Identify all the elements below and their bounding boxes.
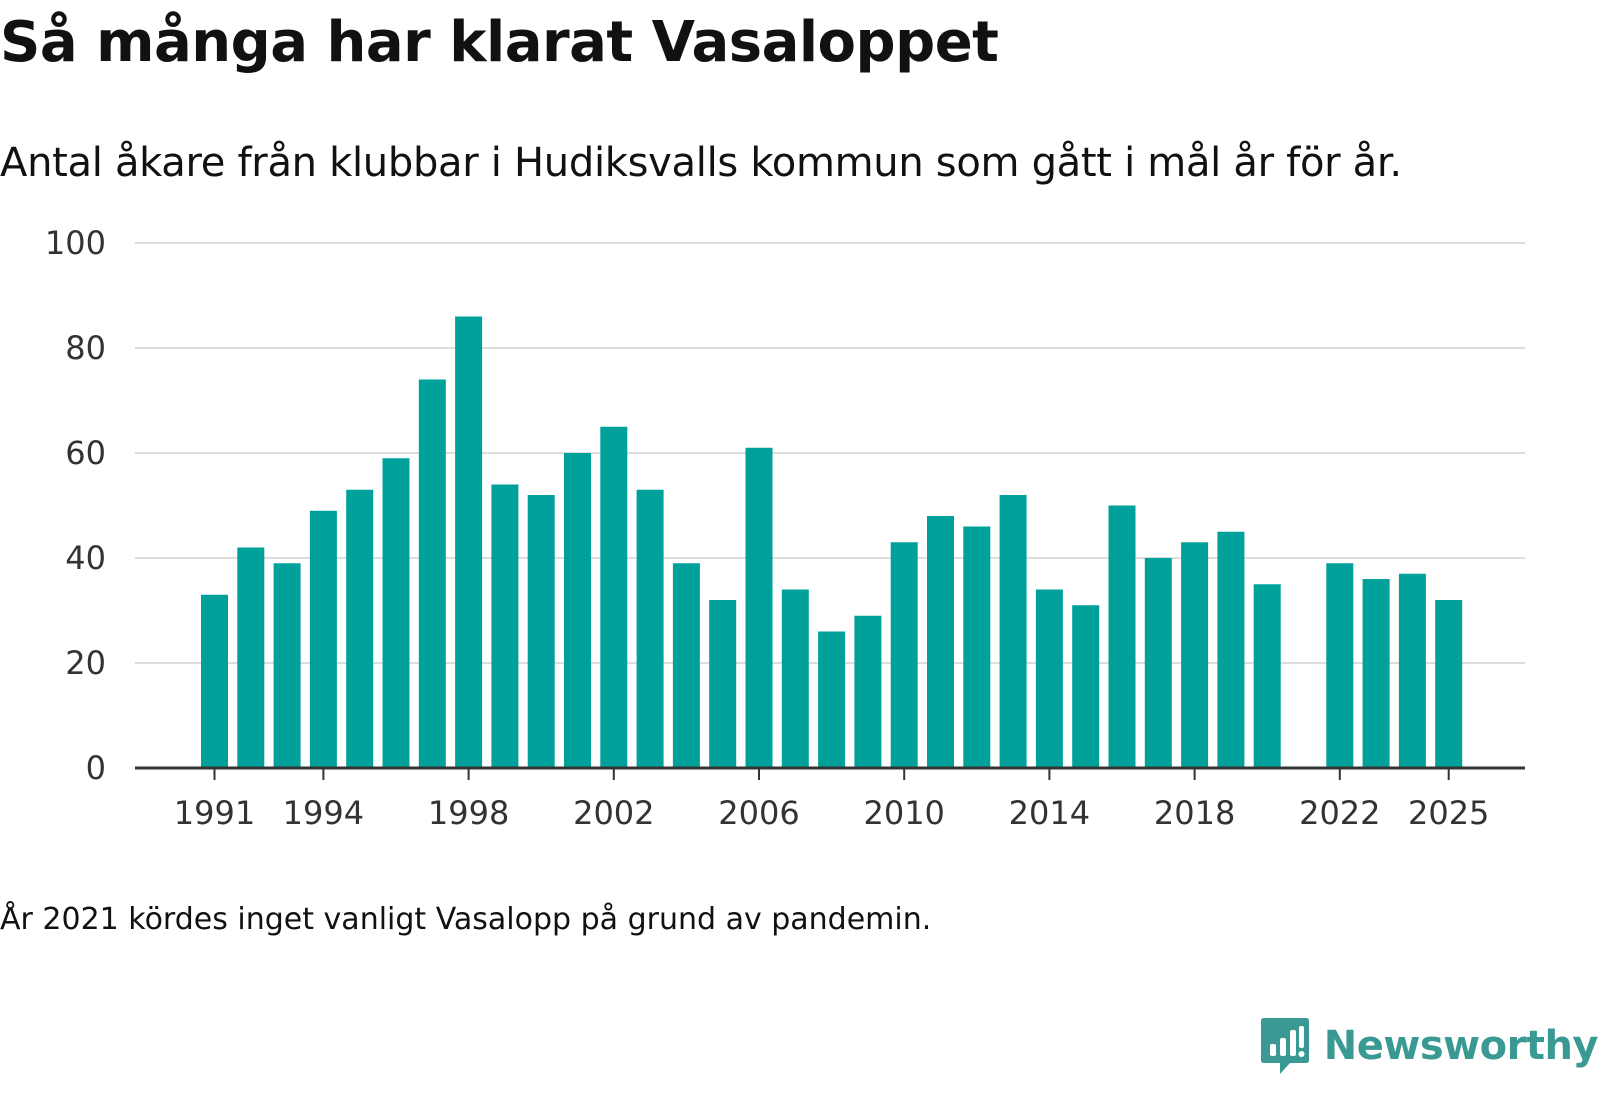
bar-2007 <box>781 589 809 768</box>
y-tick-label: 100 <box>45 224 106 262</box>
x-tick-label: 2014 <box>1009 794 1090 832</box>
brand-name: Newsworthy <box>1323 1023 1599 1069</box>
bar-2003 <box>636 489 664 768</box>
y-tick-label: 60 <box>65 434 106 472</box>
bar-1996 <box>382 458 410 768</box>
bar-2014 <box>1035 589 1063 768</box>
y-tick-label: 40 <box>65 539 106 577</box>
bar-1994 <box>309 510 337 768</box>
bar-2013 <box>999 495 1027 768</box>
x-tick-label: 1994 <box>283 794 364 832</box>
x-axis-ticks: 1991 1994 1998 2002 2006 2010 2014 2018 2022 2025 <box>174 768 1489 832</box>
bar-2011 <box>927 516 954 768</box>
x-tick-label: 1991 <box>174 794 255 832</box>
bar-1999 <box>491 484 519 768</box>
bar-2025 <box>1435 600 1463 768</box>
x-tick-label: 2002 <box>573 794 654 832</box>
bar-2017 <box>1144 558 1172 768</box>
x-tick-label: 2025 <box>1408 794 1489 832</box>
bar-2016 <box>1108 505 1136 768</box>
bar-2019 <box>1217 531 1245 768</box>
bar-2015 <box>1072 605 1100 768</box>
bar-2006 <box>745 447 773 768</box>
bar-2008 <box>818 631 846 768</box>
chart-subtitle: Antal åkare från klubbar i Hudiksvalls k… <box>0 140 1402 186</box>
bar-2010 <box>890 542 918 768</box>
bar-2012 <box>963 526 991 768</box>
newsworthy-chart-icon <box>1260 1018 1309 1074</box>
footnote: År 2021 kördes inget vanligt Vasalopp på… <box>0 902 932 937</box>
bar-1992 <box>237 547 265 768</box>
x-tick-label: 2006 <box>718 794 799 832</box>
bar-1997 <box>418 379 446 768</box>
x-tick-label: 2010 <box>863 794 944 832</box>
bar-2001 <box>564 453 591 768</box>
bar-chart: 0 20 40 60 80 100 1991 1994 1998 2002 2006 2010 201… <box>45 224 1525 832</box>
bar-2018 <box>1181 542 1209 768</box>
bars <box>201 316 1463 768</box>
y-tick-label: 20 <box>65 644 106 682</box>
bar-2024 <box>1398 573 1426 768</box>
y-tick-label: 0 <box>86 749 106 787</box>
bar-2022 <box>1326 563 1354 768</box>
x-tick-label: 1998 <box>428 794 509 832</box>
gridlines <box>135 242 1525 664</box>
bar-2000 <box>527 495 555 768</box>
bar-2004 <box>672 563 700 768</box>
x-tick-label: 2022 <box>1299 794 1380 832</box>
bar-1993 <box>273 563 301 768</box>
bar-2020 <box>1253 584 1281 768</box>
bar-2023 <box>1362 579 1390 768</box>
bar-2005 <box>709 600 737 768</box>
chart-title: Så många har klarat Vasaloppet <box>0 10 999 75</box>
y-axis: 0 20 40 60 80 100 <box>45 224 106 787</box>
bar-1995 <box>346 489 374 768</box>
bar-1998 <box>455 316 483 768</box>
bar-2009 <box>854 615 882 768</box>
x-tick-label: 2018 <box>1154 794 1235 832</box>
bar-2002 <box>600 426 628 768</box>
y-tick-label: 80 <box>65 329 106 367</box>
bar-1991 <box>201 594 228 768</box>
newsworthy-logo: Newsworthy <box>1260 1016 1599 1076</box>
